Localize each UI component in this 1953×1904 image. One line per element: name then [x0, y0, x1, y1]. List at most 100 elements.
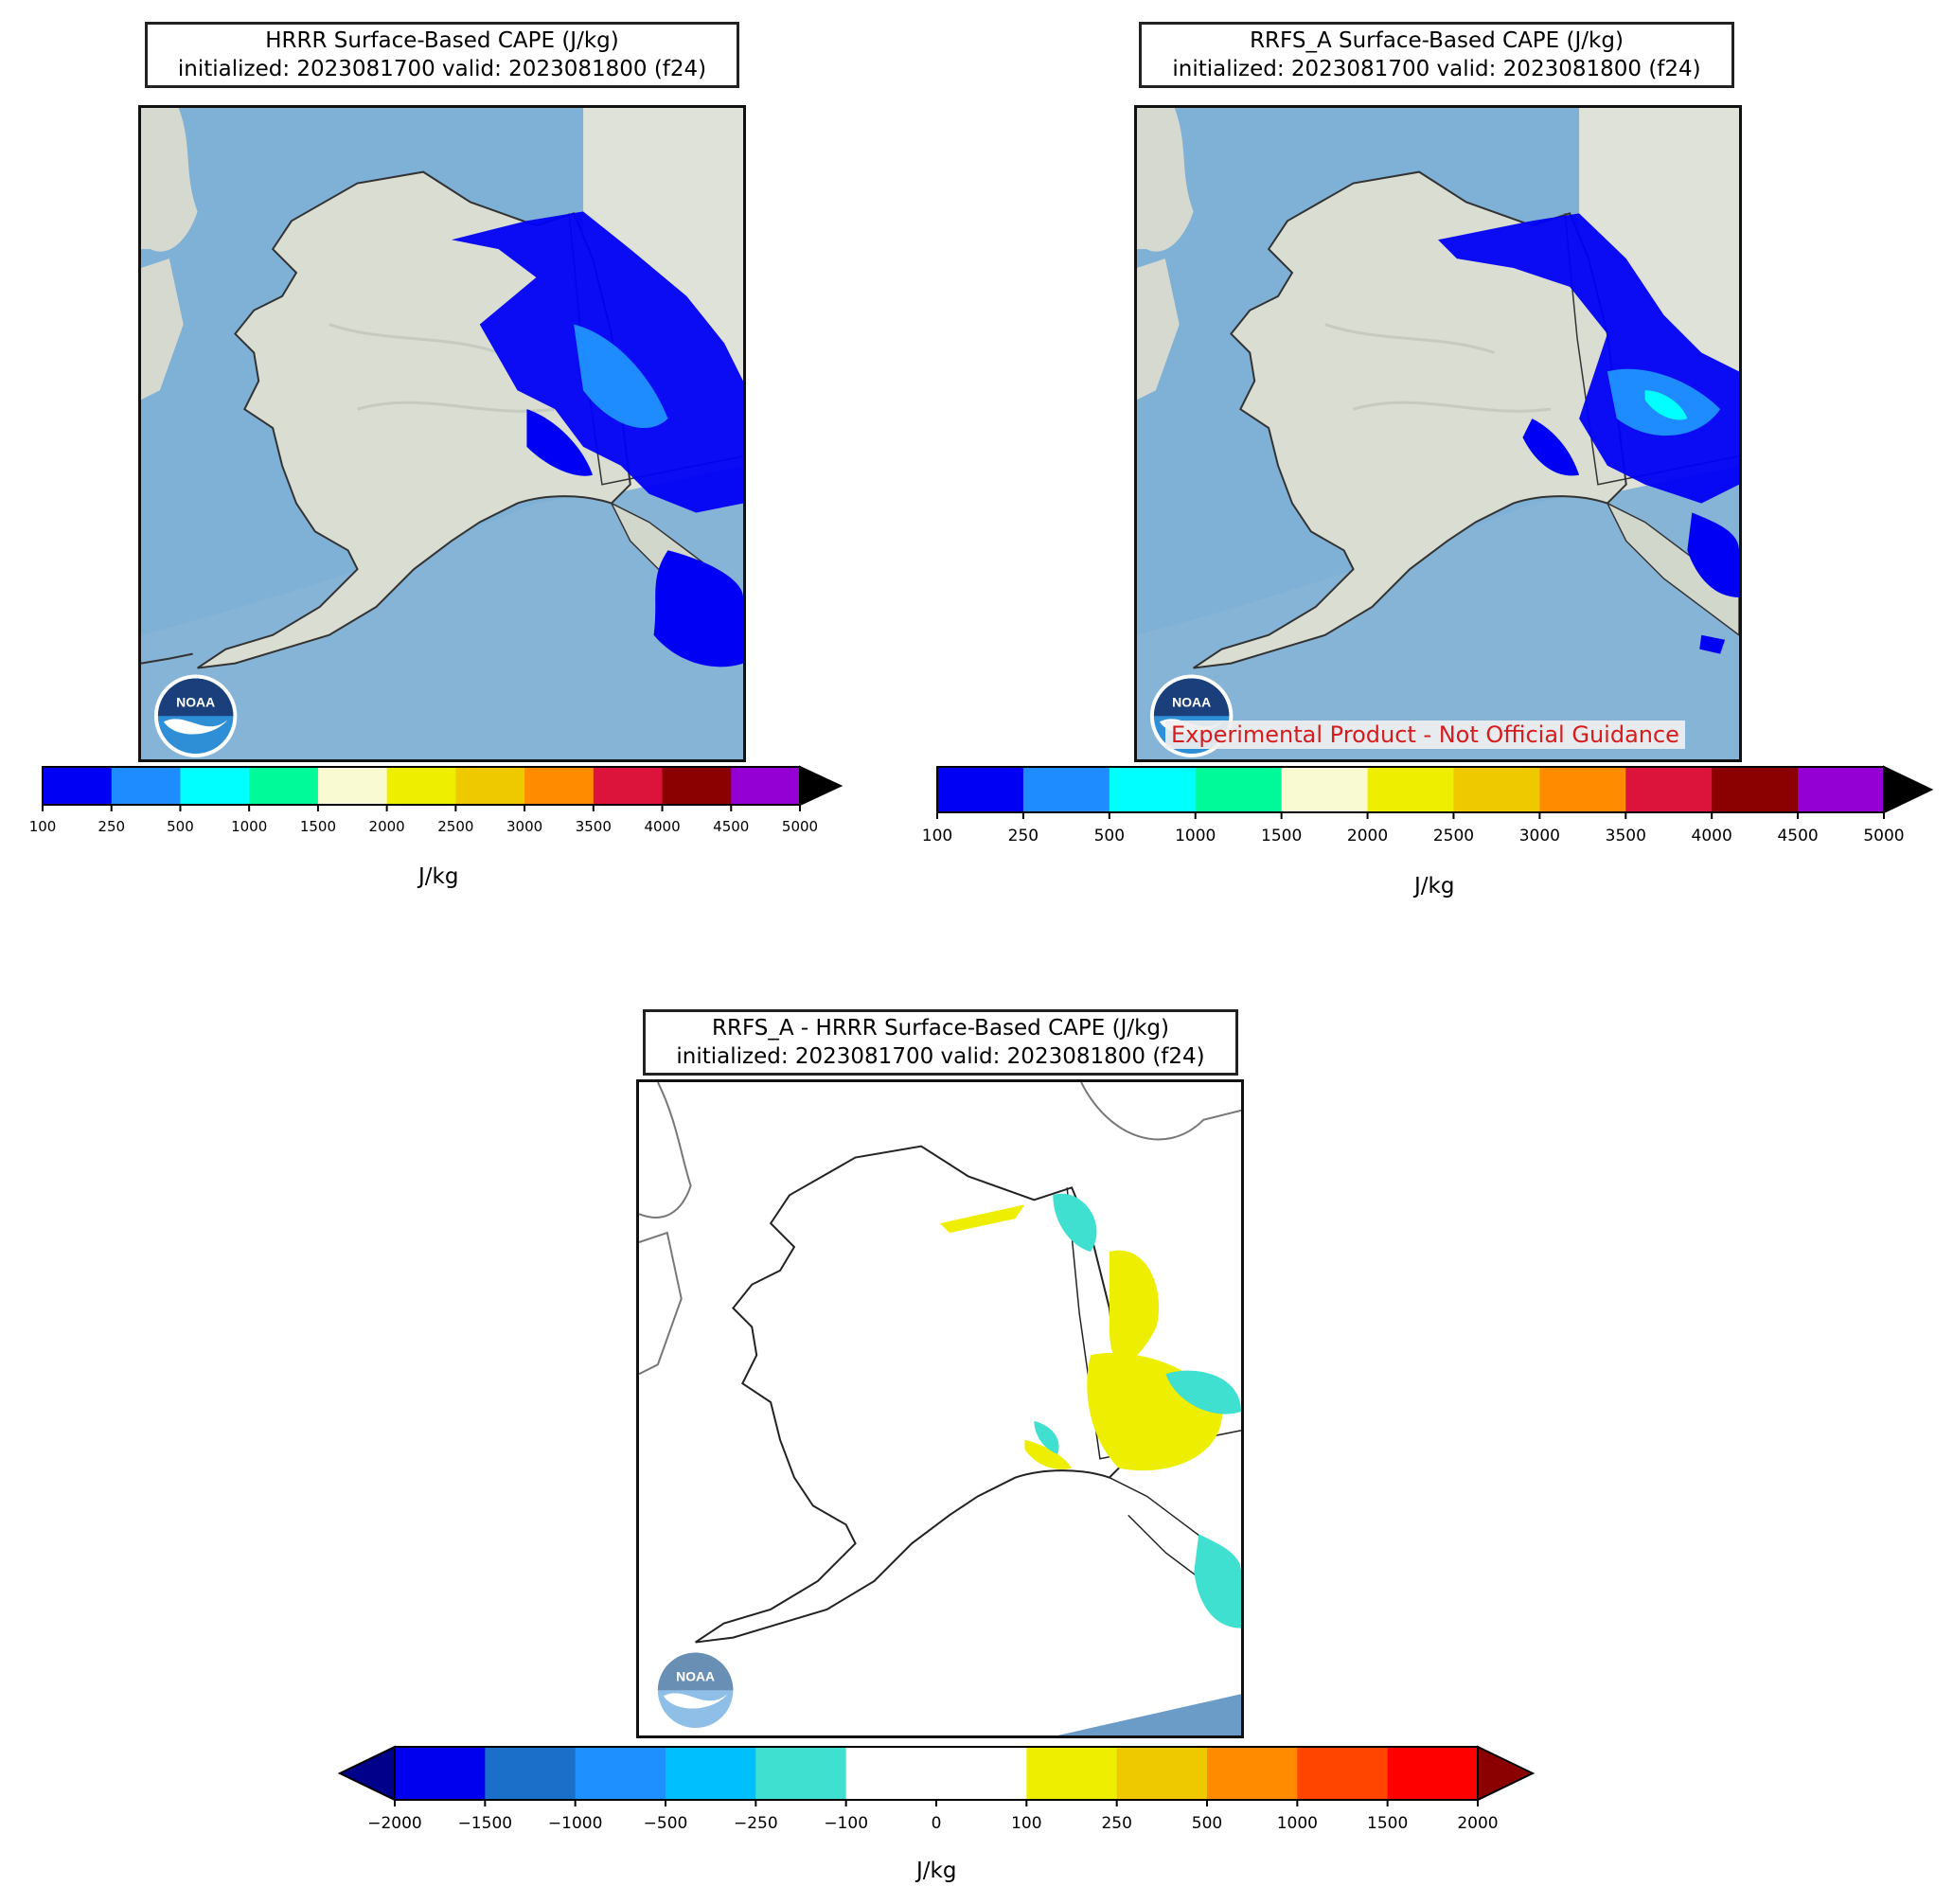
colorbar-tick-label: 250: [1008, 827, 1039, 845]
colorbar-tick-label: 250: [98, 818, 125, 835]
colorbar-tick-label: 3000: [506, 818, 542, 835]
hrrr-colorbar-unit: J/kg: [418, 864, 459, 889]
colorbar-segment: [1026, 1747, 1118, 1800]
colorbar-tick-label: 1000: [1175, 827, 1216, 845]
colorbar-tick-label: 3000: [1519, 827, 1560, 845]
colorbar-segment: [1625, 767, 1713, 812]
diff-colorbar-unit: J/kg: [916, 1859, 957, 1883]
diff-title-line1: RRFS_A - HRRR Surface-Based CAPE (J/kg): [711, 1016, 1169, 1041]
colorbar-tick-label: 5000: [1863, 827, 1904, 845]
colorbar-segment: [249, 767, 319, 805]
colorbar-tick-label: 100: [29, 818, 57, 835]
colorbar-segment: [111, 767, 181, 805]
aleutian-chain: [141, 652, 193, 665]
colorbar-tick-label: 4500: [1777, 827, 1818, 845]
colorbar-tick-label: −250: [734, 1814, 778, 1833]
rrfs-colorbar: 100 250 500 1000 1500 2000 2500 3000 3500 4000 450…: [922, 765, 1941, 860]
colorbar-segment: [937, 767, 1024, 812]
colorbar-extend-high: [1883, 765, 1934, 814]
colorbar-segment: [1539, 767, 1626, 812]
diff-map: NOAA: [636, 1079, 1244, 1738]
colorbar-tick-label: 100: [1011, 1814, 1041, 1833]
colorbar-tick-label: −1000: [548, 1814, 603, 1833]
ocean-shelf: [141, 465, 743, 759]
alaska-mainland: [1193, 170, 1627, 669]
colorbar-segment: [662, 767, 732, 805]
colorbar-segment: [1207, 1747, 1298, 1800]
diff-negative-area: [1053, 1193, 1097, 1252]
colorbar-tick-label: 4000: [1692, 827, 1732, 845]
diff-negative-area: [1194, 1534, 1241, 1628]
colorbar-segment: [1453, 767, 1540, 812]
ocean-shelf: [1137, 465, 1739, 759]
diff-positive-area: [940, 1204, 1025, 1234]
colorbar-tick-label: 100: [922, 827, 952, 845]
hrrr-colorbar: 100 250 500 1000 1500 2000 2500 3000 3500 4000 450…: [29, 765, 852, 850]
hrrr-map-svg: NOAA: [141, 108, 743, 759]
cape-area-south: [526, 409, 593, 476]
colorbar-segment: [43, 767, 113, 805]
colorbar-segment: [1367, 767, 1454, 812]
colorbar-segment: [1109, 767, 1197, 812]
rrfs-colorbar-svg: 100 250 500 1000 1500 2000 2500 3000 3500 4000 450…: [922, 765, 1934, 845]
diff-map-svg: NOAA: [639, 1082, 1241, 1735]
rrfs-title-line2: initialized: 2023081700 valid: 202308180…: [1172, 57, 1701, 81]
colorbar-tick-label: 2000: [1347, 827, 1388, 845]
colorbar-segment: [1022, 767, 1110, 812]
colorbar-segment: [524, 767, 595, 805]
colorbar-segment: [731, 767, 801, 805]
hrrr-title-line1: HRRR Surface-Based CAPE (J/kg): [265, 28, 619, 53]
noaa-logo-icon: NOAA: [153, 674, 238, 758]
colorbar-segment: [317, 767, 388, 805]
rrfs-colorbar-unit: J/kg: [1414, 874, 1455, 899]
rrfs-map-svg: NOAA: [1137, 108, 1739, 759]
rrfs-map: NOAA: [1134, 105, 1742, 762]
colorbar-tick-label: 250: [1101, 1814, 1131, 1833]
hrrr-title: HRRR Surface-Based CAPE (J/kg) initializ…: [145, 22, 739, 88]
southeast-panhandle: [1606, 501, 1739, 636]
colorbar-tick-label: −2000: [367, 1814, 422, 1833]
colorbar-segment: [845, 1747, 937, 1800]
colorbar-tick-label: 2000: [369, 818, 405, 835]
rivers: [1324, 323, 1552, 413]
colorbar-tick-label: 500: [167, 818, 194, 835]
hrrr-colorbar-svg: 100 250 500 1000 1500 2000 2500 3000 3500 4000 450…: [29, 765, 843, 835]
colorbar-outline: [936, 766, 1885, 813]
diff-positive-area: [1109, 1250, 1160, 1363]
russia-land: [141, 108, 198, 252]
diff-colorbar-svg: −2000 −1500 −1000 −500 −250 −100 0 100 250 500 100…: [337, 1745, 1536, 1833]
colorbar-tick-label: 500: [1192, 1814, 1222, 1833]
diff-title-line2: initialized: 2023081700 valid: 202308180…: [676, 1044, 1205, 1069]
colorbar-tick-label: −1500: [458, 1814, 513, 1833]
cape-area-gulf: [1687, 512, 1739, 597]
experimental-disclaimer: Experimental Product - Not Official Guid…: [1165, 721, 1685, 749]
colorbar-segment: [575, 1747, 666, 1800]
colorbar-tick-label: 2500: [1433, 827, 1474, 845]
colorbar-segment: [386, 767, 456, 805]
colorbar-tick-label: 2500: [437, 818, 473, 835]
colorbar-segment: [936, 1747, 1027, 1800]
colorbar-segment: [395, 1747, 486, 1800]
colorbar-tick-label: 500: [1094, 827, 1125, 845]
colorbar-tick-label: 2000: [1457, 1814, 1498, 1833]
colorbar-segment: [1798, 767, 1885, 812]
colorbar-segment: [1195, 767, 1283, 812]
colorbar-tick-label: 3500: [576, 818, 612, 835]
domain-corner: [1057, 1694, 1241, 1735]
rrfs-title-line1: RRFS_A Surface-Based CAPE (J/kg): [1250, 28, 1624, 53]
colorbar-segment: [1281, 767, 1369, 812]
noaa-logo-text: NOAA: [676, 1668, 715, 1683]
colorbar-segment: [180, 767, 250, 805]
colorbar-tick-label: −500: [644, 1814, 688, 1833]
noaa-logo-text: NOAA: [176, 694, 215, 709]
colorbar-segment: [1116, 1747, 1208, 1800]
colorbar-extend-low: [337, 1745, 396, 1802]
hrrr-map: NOAA: [138, 105, 746, 762]
colorbar-segment: [666, 1747, 756, 1800]
noaa-logo-text: NOAA: [1172, 694, 1211, 709]
colorbar-tick-label: 1500: [300, 818, 336, 835]
colorbar-extend-high: [1477, 1745, 1536, 1802]
diff-negative-area: [1165, 1370, 1241, 1415]
diff-positive-area: [1024, 1439, 1073, 1469]
diff-title: RRFS_A - HRRR Surface-Based CAPE (J/kg) …: [643, 1009, 1238, 1076]
